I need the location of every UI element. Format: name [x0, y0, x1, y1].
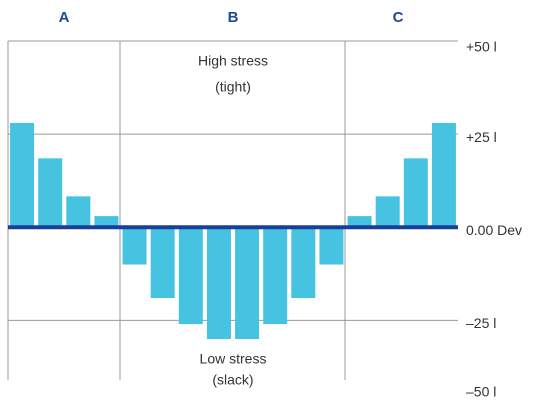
bar	[10, 122, 35, 228]
y-tick-label: –50 l	[466, 384, 496, 400]
section-label: C	[393, 9, 404, 26]
bar	[375, 196, 400, 228]
bar	[235, 227, 260, 340]
y-tick-label: 0.00 Dev	[466, 222, 522, 238]
bar	[122, 227, 147, 265]
bar	[291, 227, 316, 299]
section-label: A	[59, 9, 70, 26]
bar	[178, 227, 203, 325]
bar	[150, 227, 175, 299]
y-tick-label: +50 l	[466, 39, 497, 55]
y-tick-label: –25 l	[466, 315, 496, 331]
bar	[403, 158, 428, 228]
bar	[66, 196, 91, 228]
bar	[94, 216, 119, 228]
bar	[347, 216, 372, 228]
annotation: High stress	[198, 53, 268, 69]
bar	[206, 227, 231, 340]
section-label: B	[228, 9, 239, 26]
y-tick-label: +25 l	[466, 129, 497, 145]
bar	[38, 158, 63, 228]
annotation: Low stress	[200, 351, 267, 367]
annotation: (slack)	[212, 372, 253, 388]
annotation: (tight)	[215, 79, 251, 95]
bar	[319, 227, 344, 265]
bar	[431, 122, 456, 228]
bar	[263, 227, 288, 325]
